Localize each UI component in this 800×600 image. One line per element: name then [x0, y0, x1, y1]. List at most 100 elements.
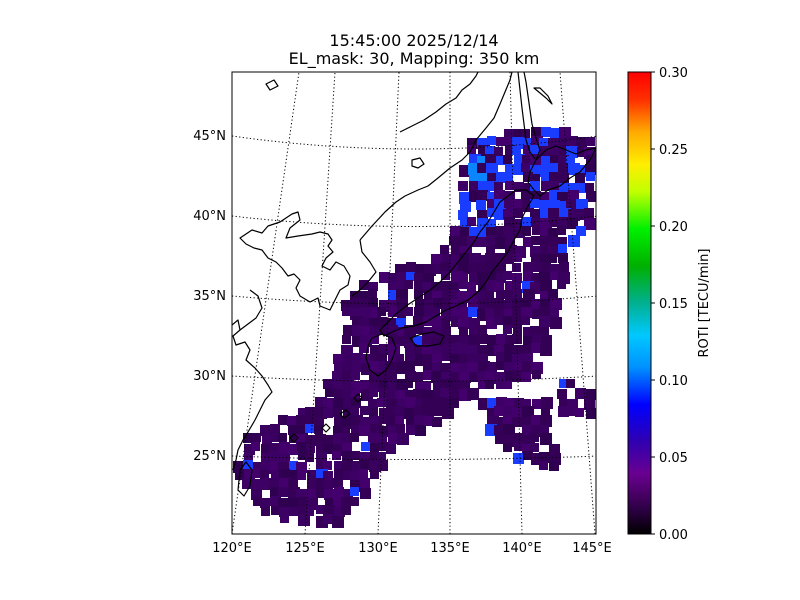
roti-cell — [395, 354, 404, 363]
roti-cell — [333, 496, 344, 507]
roti-cell — [352, 336, 363, 347]
roti-cell — [323, 379, 333, 389]
roti-cell — [305, 407, 316, 418]
roti-cell — [485, 308, 496, 319]
roti-cell — [467, 138, 478, 149]
roti-cell — [404, 361, 415, 372]
roti-cell — [540, 236, 550, 246]
roti-cell — [514, 442, 523, 451]
roti-cell — [487, 136, 496, 145]
lon-tick-label: 135°E — [430, 541, 470, 556]
roti-cell — [415, 425, 426, 436]
roti-cell — [505, 145, 515, 155]
roti-cell — [251, 479, 261, 489]
roti-cell — [388, 282, 398, 292]
roti-cell — [404, 307, 413, 316]
roti-cell — [414, 415, 426, 427]
parallel-30n — [232, 375, 596, 382]
roti-cell — [584, 218, 596, 230]
roti-cell — [297, 471, 306, 480]
roti-cell — [244, 444, 255, 455]
roti-cell — [424, 290, 435, 301]
roti-cell — [586, 155, 596, 167]
roti-cell — [333, 478, 343, 488]
roti-cell — [404, 408, 415, 419]
roti-cell — [496, 379, 506, 389]
roti-cell — [486, 246, 495, 255]
roti-cell — [377, 317, 387, 327]
roti-cell — [496, 137, 505, 146]
lat-tick-label: 35°N — [193, 289, 226, 304]
roti-cell — [396, 318, 406, 328]
roti-cell — [512, 146, 521, 155]
roti-cell — [576, 226, 586, 236]
roti-cell — [396, 281, 407, 292]
roti-cell — [540, 218, 550, 228]
roti-cell — [494, 425, 504, 435]
roti-cell — [270, 496, 280, 506]
roti-cell — [361, 442, 370, 451]
roti-cell — [513, 164, 524, 175]
roti-cell — [451, 372, 461, 382]
roti-cell — [521, 399, 531, 409]
roti-cell — [279, 453, 290, 464]
roti-cell — [433, 298, 444, 309]
roti-cell — [413, 372, 423, 382]
roti-cell — [341, 426, 350, 435]
roti-cell — [405, 353, 415, 363]
roti-cell — [503, 155, 512, 164]
roti-cell — [377, 460, 388, 471]
roti-cell — [424, 416, 434, 426]
roti-cell — [503, 209, 513, 219]
roti-cell — [539, 452, 550, 463]
roti-cell — [433, 406, 443, 416]
roti-cell — [496, 273, 506, 283]
roti-cell — [333, 398, 345, 410]
roti-cell — [513, 253, 522, 262]
roti-cell — [351, 451, 360, 460]
roti-cell — [388, 290, 399, 301]
roti-cell — [323, 480, 333, 490]
roti-cell — [504, 352, 515, 363]
roti-cell — [557, 389, 567, 399]
roti-cell — [586, 389, 596, 400]
roti-cell — [458, 317, 470, 329]
roti-cell — [541, 165, 550, 174]
roti-cell — [539, 272, 550, 283]
roti-cell — [334, 416, 344, 426]
roti-cell — [566, 407, 575, 416]
roti-cell — [404, 280, 413, 289]
roti-cell — [477, 163, 487, 173]
roti-cell — [478, 325, 487, 334]
roti-cell — [549, 181, 559, 191]
roti-cell — [342, 451, 353, 462]
roti-cell — [531, 174, 540, 183]
roti-cell — [494, 282, 504, 292]
roti-cell — [271, 506, 280, 515]
roti-cell — [432, 417, 442, 427]
roti-cell — [586, 408, 596, 419]
roti-cell — [442, 407, 454, 419]
roti-cell — [451, 335, 462, 346]
roti-cell — [477, 272, 488, 283]
roti-cell — [557, 280, 566, 289]
roti-cell — [316, 460, 325, 469]
lat-tick-label: 30°N — [193, 369, 226, 384]
roti-cell — [486, 318, 497, 329]
roti-cell — [550, 128, 561, 139]
roti-cell — [278, 498, 287, 507]
roti-cell — [476, 200, 486, 210]
roti-cell — [333, 354, 343, 364]
figure-title-params: EL_mask: 30, Mapping: 350 km — [288, 49, 540, 68]
roti-cell — [469, 181, 479, 191]
roti-cell — [414, 325, 423, 334]
roti-cell — [477, 371, 487, 381]
roti-cell — [298, 497, 309, 508]
roti-cell — [343, 354, 354, 365]
roti-cell — [467, 388, 479, 400]
roti-cell — [467, 282, 476, 291]
roti-cell — [252, 433, 261, 442]
latitude-tick-labels: 25°N 30°N 35°N 40°N 45°N — [193, 129, 226, 464]
roti-cell — [539, 461, 548, 470]
